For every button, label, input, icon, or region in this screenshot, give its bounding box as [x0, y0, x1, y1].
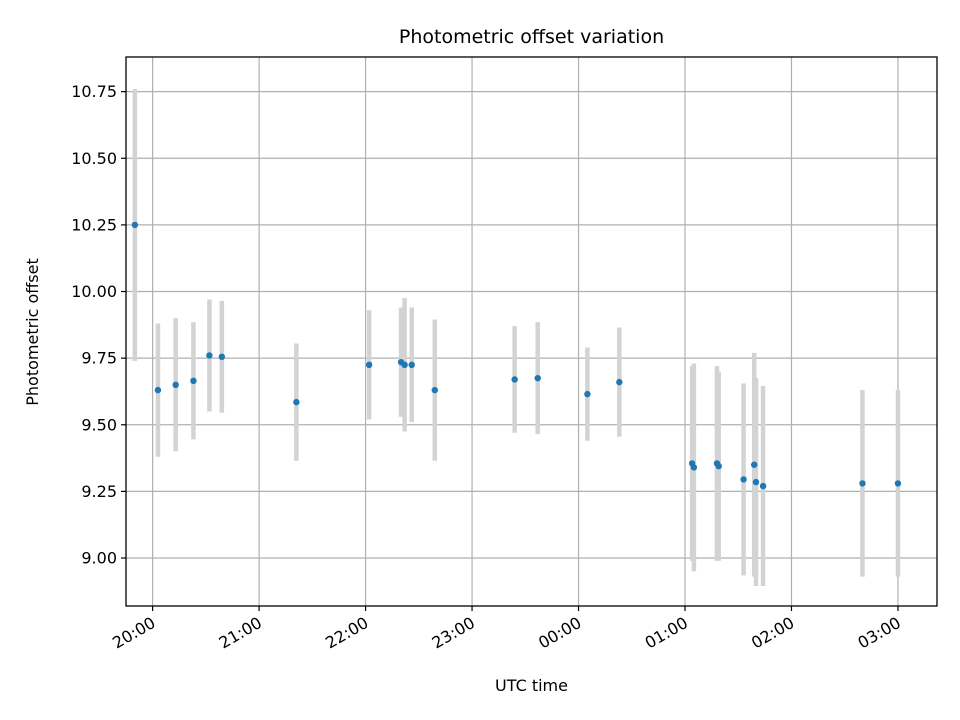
data-point [859, 480, 866, 487]
data-point [190, 377, 197, 385]
data-point [690, 464, 698, 471]
y-tick-label: 9.00 [81, 549, 117, 568]
y-tick-label: 10.25 [71, 215, 117, 234]
data-point [715, 462, 722, 470]
data-point [431, 386, 438, 394]
plot-frame [125, 56, 938, 607]
data-point [759, 482, 767, 490]
data-point [584, 390, 591, 398]
data-point [172, 381, 179, 389]
data-point [740, 476, 747, 483]
data-points [131, 221, 902, 490]
data-point [752, 478, 760, 486]
y-tick-label: 9.75 [81, 349, 117, 368]
x-axis-label: UTC time [495, 676, 568, 695]
data-point [206, 352, 213, 359]
y-tick-label: 10.50 [71, 149, 117, 168]
data-point [154, 386, 162, 394]
data-point [408, 361, 415, 369]
data-point [293, 398, 300, 406]
chart-title: Photometric offset variation [399, 26, 664, 48]
y-axis-ticks: 9.00 9.25 9.50 9.75 10.00 10.25 10.50 10.75 [71, 82, 126, 568]
y-tick-label: 9.25 [81, 482, 117, 501]
data-point [365, 361, 373, 369]
grid [126, 57, 937, 606]
data-point [511, 376, 518, 383]
y-tick-label: 10.75 [71, 82, 117, 101]
data-point [534, 374, 541, 382]
y-axis-label: Photometric offset [23, 258, 42, 406]
data-point [218, 353, 226, 361]
data-point [616, 378, 623, 386]
y-tick-label: 10.00 [71, 282, 117, 301]
data-point [131, 221, 139, 229]
y-tick-label: 9.50 [81, 415, 117, 434]
data-point [401, 361, 408, 369]
data-point [751, 461, 758, 468]
data-point [894, 480, 902, 487]
